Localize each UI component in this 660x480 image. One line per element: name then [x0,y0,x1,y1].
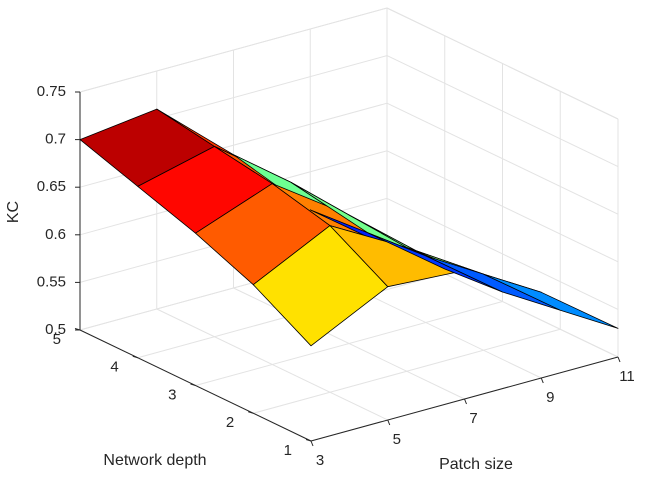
y-tick-label: 5 [53,331,61,348]
y-tick-mark [132,355,138,359]
x-tick-mark [617,356,621,363]
x-tick-mark [540,377,544,384]
grid-line [195,301,503,386]
z-tick-label: 0.75 [37,83,66,100]
surface-patch [425,255,561,311]
x-tick-label: 9 [546,389,554,406]
z-tick-label: 0.7 [45,131,66,148]
grid-line [386,150,619,263]
grid-line [386,55,619,168]
z-tick-label: 0.6 [45,226,66,243]
x-tick-mark [310,440,314,447]
z-tick-label: 0.5 [45,321,66,338]
z-axis-label: KC [5,201,22,223]
x-tick-label: 3 [316,452,324,469]
y-tick-label: 2 [226,414,234,431]
y-tick-mark [305,439,312,442]
z-tick-label: 0.55 [37,273,66,290]
x-tick-label: 7 [469,410,477,427]
surface [79,108,619,347]
y-tick-label: 4 [110,359,118,376]
x-axis-label: Patch size [439,456,513,473]
x-tick-label: 5 [393,431,401,448]
x-tick-label: 11 [619,368,635,385]
y-tick-mark [190,383,196,386]
y-axis-label: Network depth [103,452,206,469]
y-tick-label: 1 [284,442,292,459]
box-edge [386,7,619,120]
x-tick-mark [464,398,467,405]
grid-line [386,102,619,215]
box-edge [79,7,388,93]
z-tick-label: 0.65 [37,178,66,195]
y-tick-mark [248,411,254,414]
grid-line [386,197,619,310]
y-tick-label: 3 [168,386,176,403]
grid-line [253,328,561,414]
surface-patch [483,273,619,329]
x-tick-mark [387,419,391,426]
